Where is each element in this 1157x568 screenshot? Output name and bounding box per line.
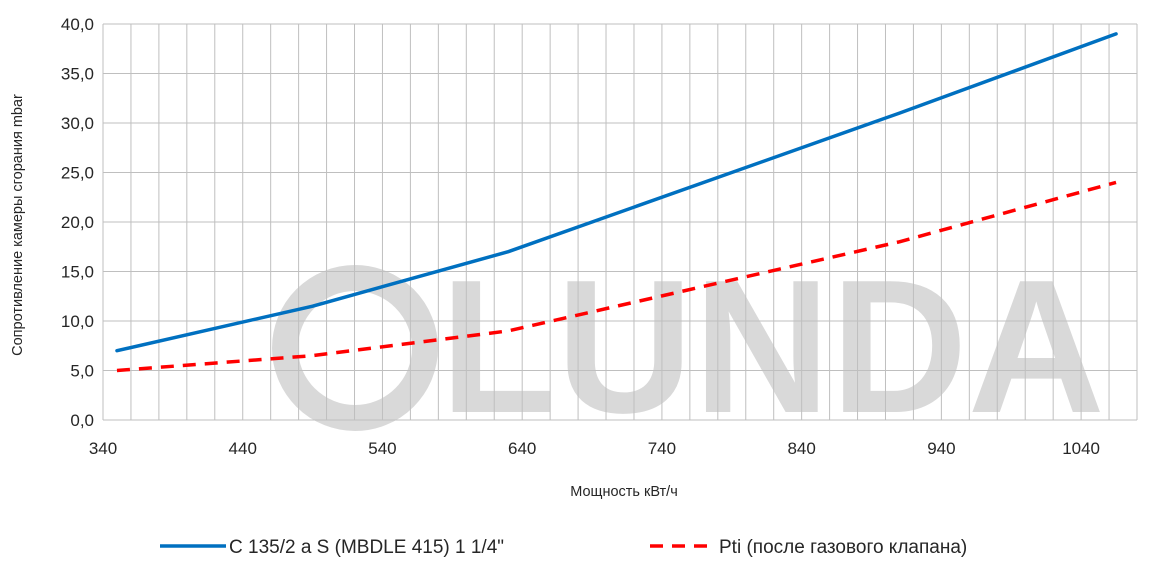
series-line-2	[116, 180, 1117, 373]
x-tick-label: 440	[229, 439, 257, 458]
legend-label-1: C 135/2 a S (MBDLE 415) 1 1/4"	[229, 537, 504, 558]
legend: C 135/2 a S (MBDLE 415) 1 1/4" Pti (после…	[160, 537, 967, 558]
watermark-logo: LUNDA	[272, 241, 1105, 453]
legend-label-2: Pti (после газового клапана)	[719, 537, 967, 558]
x-tick-label: 640	[508, 439, 536, 458]
y-tick-label: 0,0	[70, 411, 94, 430]
x-axis-title: Мощность кВт/ч	[570, 484, 678, 500]
watermark-text: LUNDA	[440, 241, 1105, 453]
y-tick-label: 15,0	[61, 263, 94, 282]
y-tick-label: 5,0	[70, 362, 94, 381]
y-tick-label: 40,0	[61, 15, 94, 34]
y-tick-label: 20,0	[61, 213, 94, 232]
x-tick-label: 940	[927, 439, 955, 458]
x-tick-label: 340	[89, 439, 117, 458]
y-axis-title: Сопротивление камеры сгорания mbar	[10, 94, 26, 356]
x-tick-label: 540	[368, 439, 396, 458]
x-tick-label: 1040	[1062, 439, 1100, 458]
y-tick-label: 25,0	[61, 164, 94, 183]
series-lines	[115, 32, 1118, 373]
x-tick-label: 740	[648, 439, 676, 458]
x-axis-ticks: 340 440 540 640 740 840 940 1040	[89, 439, 1100, 458]
y-tick-label: 30,0	[61, 114, 94, 133]
y-tick-label: 35,0	[61, 65, 94, 84]
x-tick-label: 840	[787, 439, 815, 458]
series-line-1	[115, 32, 1118, 353]
y-tick-label: 10,0	[61, 312, 94, 331]
y-axis-ticks: 0,0 5,0 10,0 15,0 20,0 25,0 30,0 35,0 40,0	[61, 15, 94, 430]
horizontal-gridlines	[103, 23, 1137, 421]
